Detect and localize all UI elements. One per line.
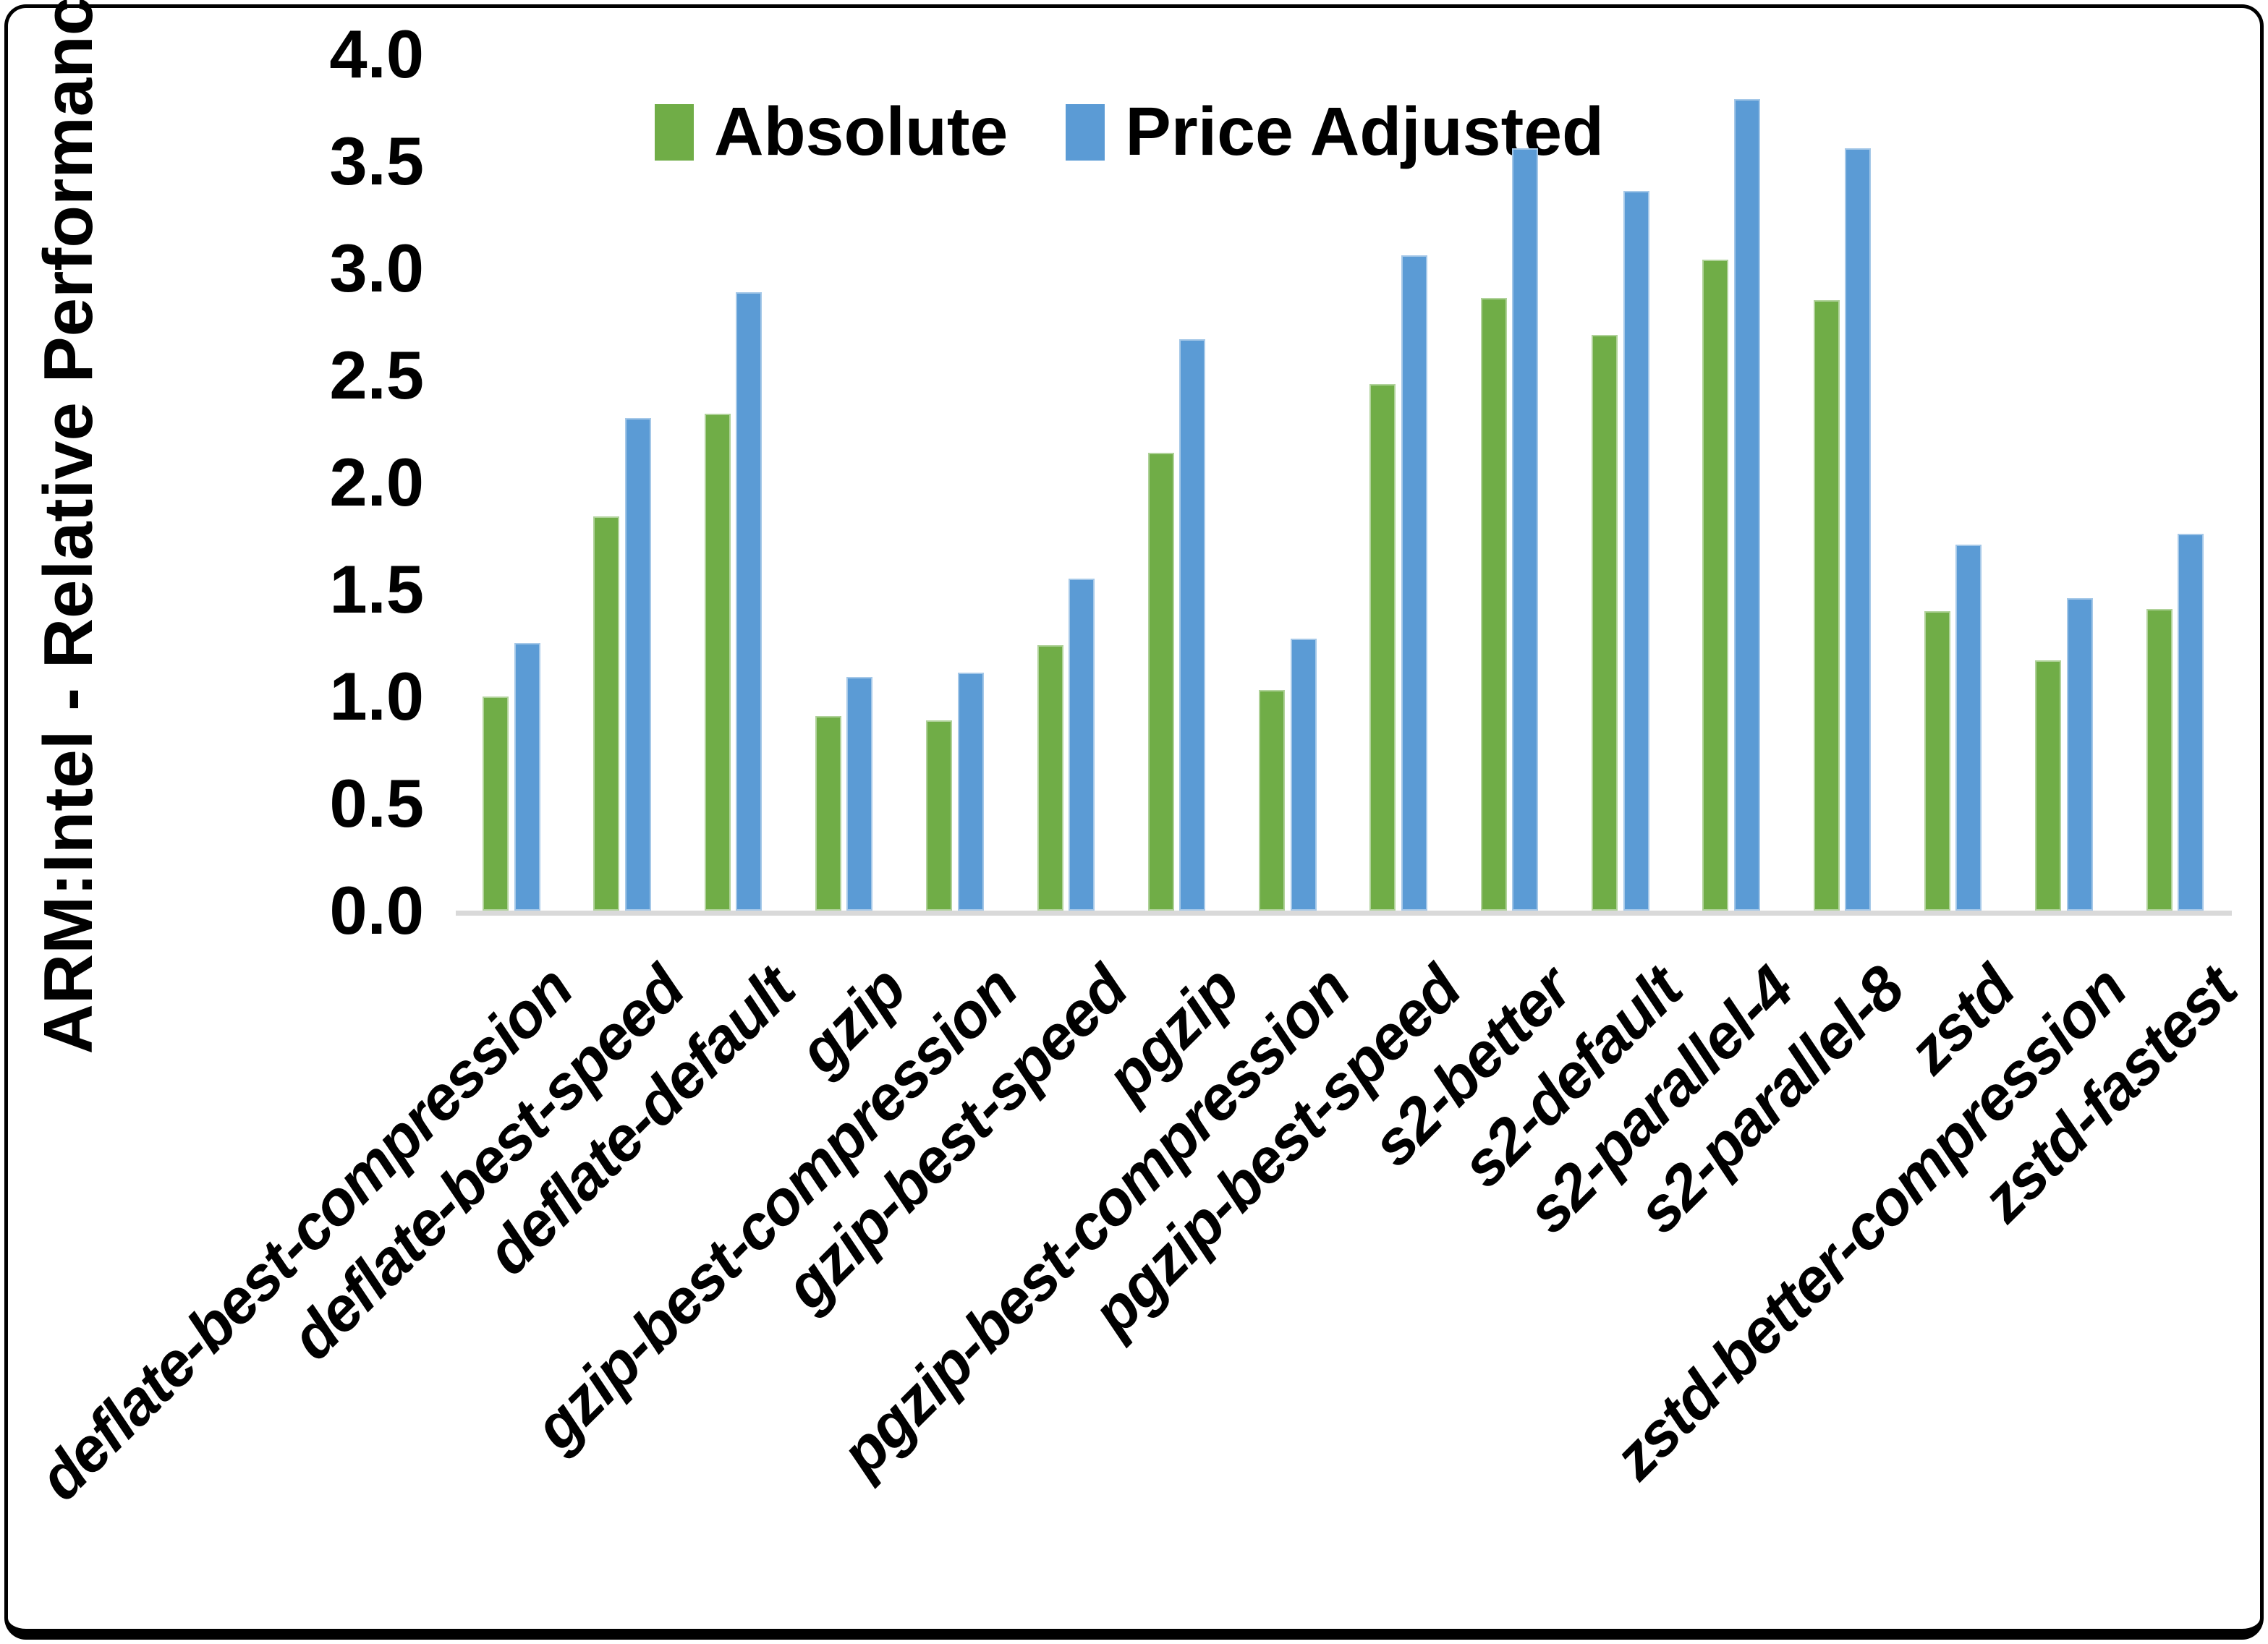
bar-absolute-gzip (815, 716, 841, 911)
bar-price-adjusted-pgzip (1179, 339, 1205, 911)
y-tick-label-0.5: 0.5 (329, 765, 424, 841)
bar-price-adjusted-deflate-best-speed (625, 418, 651, 911)
y-tick-label-4.0: 4.0 (329, 16, 424, 92)
bar-price-adjusted-gzip-best-compression (958, 673, 984, 911)
bar-price-adjusted-zstd (1955, 545, 1982, 911)
bar-absolute-deflate-best-compression (483, 697, 509, 911)
bar-absolute-s2-default (1592, 335, 1618, 911)
y-axis-title: ARM:Intel - Relative Performance (30, 0, 107, 1055)
bar-price-adjusted-pgzip-best-compression (1291, 639, 1317, 911)
bar-price-adjusted-s2-better (1512, 148, 1538, 911)
legend: Absolute Price Adjusted (655, 93, 1604, 171)
legend-swatch-price-adjusted (1066, 103, 1105, 161)
y-tick-label-3.5: 3.5 (329, 123, 424, 199)
bar-price-adjusted-zstd-better-compression (2067, 598, 2093, 911)
bar-absolute-pgzip-best-speed (1369, 384, 1396, 911)
bar-absolute-pgzip-best-compression (1259, 690, 1285, 911)
bar-price-adjusted-pgzip-best-speed (1401, 255, 1427, 911)
y-tick-label-2.5: 2.5 (329, 337, 424, 413)
bar-absolute-zstd-fastest (2146, 609, 2173, 911)
bar-price-adjusted-s2-parallel-8 (1845, 148, 1871, 911)
bar-absolute-pgzip (1148, 453, 1174, 911)
legend-label-absolute: Absolute (714, 93, 1008, 170)
bar-absolute-deflate-best-speed (593, 516, 619, 911)
y-tick-label-0.0: 0.0 (329, 872, 424, 948)
bar-absolute-s2-parallel-8 (1814, 300, 1840, 911)
bar-price-adjusted-deflate-default (736, 292, 762, 911)
bar-absolute-s2-parallel-4 (1702, 260, 1728, 911)
bar-price-adjusted-gzip-best-speed (1069, 579, 1095, 911)
x-axis-line (456, 911, 2232, 916)
bar-price-adjusted-deflate-best-compression (514, 643, 540, 911)
bar-absolute-zstd-better-compression (2035, 660, 2061, 911)
legend-entry-absolute: Absolute (655, 93, 1008, 171)
bar-price-adjusted-s2-parallel-4 (1734, 99, 1760, 911)
bar-price-adjusted-gzip (846, 677, 872, 911)
bar-price-adjusted-zstd-fastest (2178, 534, 2204, 911)
y-tick-label-3.0: 3.0 (329, 230, 424, 306)
y-tick-label-1.0: 1.0 (329, 658, 424, 734)
bar-absolute-s2-better (1481, 298, 1507, 911)
bar-absolute-zstd (1924, 611, 1950, 911)
bar-absolute-gzip-best-speed (1037, 645, 1063, 911)
bar-absolute-deflate-default (705, 414, 731, 911)
bar-price-adjusted-s2-default (1623, 191, 1649, 911)
bar-absolute-gzip-best-compression (926, 720, 952, 911)
legend-swatch-absolute (655, 103, 694, 161)
y-tick-label-2.0: 2.0 (329, 444, 424, 520)
y-tick-label-1.5: 1.5 (329, 551, 424, 627)
